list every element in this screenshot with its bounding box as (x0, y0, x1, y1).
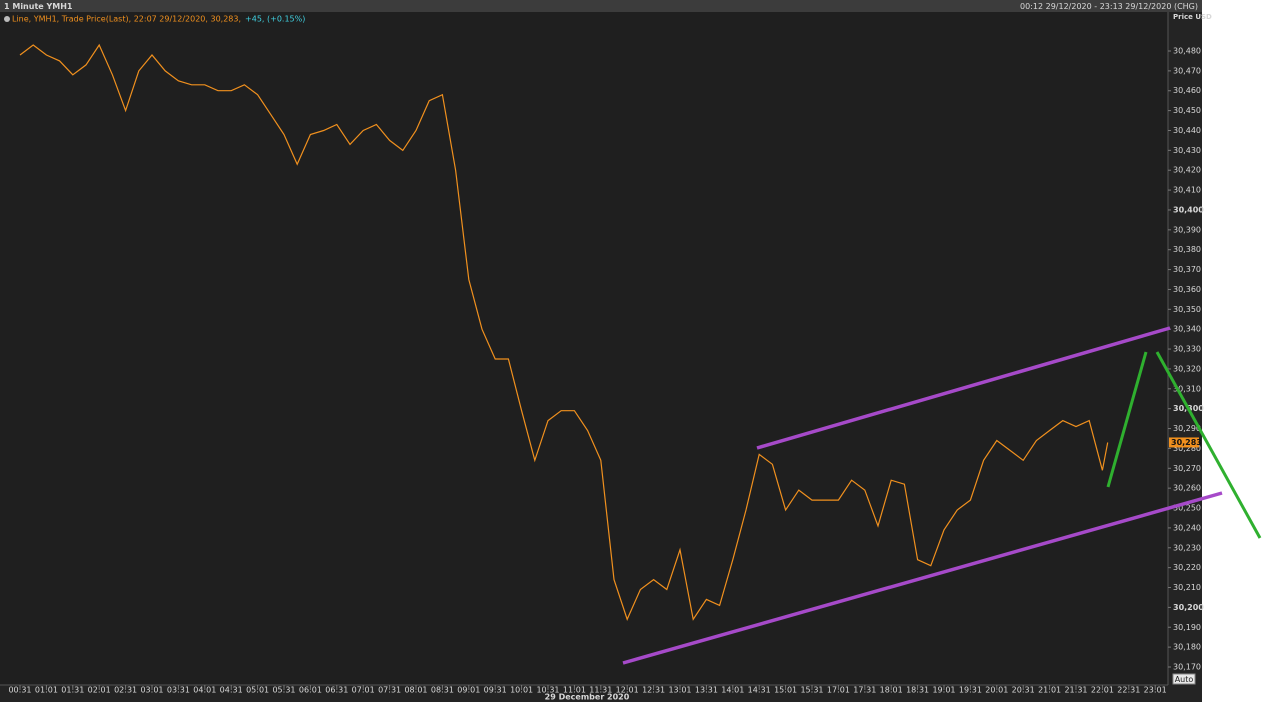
x-tick-label: 12:31 (642, 686, 665, 695)
arrow-down (1155, 351, 1262, 539)
legend-change: +45, (+0.15%) (245, 15, 305, 24)
x-tick-label: 15:01 (774, 686, 797, 695)
x-tick-label: 06:01 (299, 686, 322, 695)
y-tick-label: 30,310 (1173, 384, 1201, 393)
x-tick-label: 05:01 (246, 686, 269, 695)
y-tick-label: 30,190 (1173, 623, 1201, 632)
y-tick-label: 30,390 (1173, 225, 1201, 234)
x-tick-label: 09:31 (484, 686, 507, 695)
x-tick-label: 09:01 (457, 686, 480, 695)
title-bar (0, 0, 1202, 12)
y-tick-label: 30,260 (1173, 484, 1201, 493)
x-tick-label: 22:31 (1117, 686, 1140, 695)
price-line (19, 43, 1109, 621)
x-tick-label: 18:01 (880, 686, 903, 695)
y-tick-label: 30,400 (1173, 205, 1204, 214)
x-tick-label: 21:01 (1038, 686, 1061, 695)
window-title: 1 Minute YMH1 (4, 2, 73, 11)
y-tick-label: 30,270 (1173, 464, 1201, 473)
y-tick-label: 30,320 (1173, 364, 1201, 373)
date-label: 29 December 2020 (545, 693, 630, 702)
x-tick-label: 15:31 (800, 686, 823, 695)
y-tick-label: 30,380 (1173, 245, 1201, 254)
x-tick-label: 17:31 (853, 686, 876, 695)
x-tick-label: 11:01 (563, 686, 586, 695)
x-tick-label: 00:31 (8, 686, 31, 695)
y-tick-label: 30,450 (1173, 106, 1201, 115)
x-tick-label: 01:31 (61, 686, 84, 695)
legend-entry: Line, YMH1, Trade Price(Last), 22:07 29/… (12, 15, 241, 24)
y-tick-label: 30,350 (1173, 305, 1201, 314)
x-tick-label: 22:01 (1091, 686, 1114, 695)
y-tick-label: 30,360 (1173, 285, 1201, 294)
x-tick-label: 20:01 (985, 686, 1008, 695)
x-tick-label: 10:31 (536, 686, 559, 695)
x-tick-label: 08:01 (404, 686, 427, 695)
last-price-tag (1169, 437, 1199, 448)
x-tick-label: 02:31 (114, 686, 137, 695)
y-tick-label: 30,440 (1173, 126, 1201, 135)
x-tick-label: 11:31 (589, 686, 612, 695)
y-tick-label: 30,180 (1173, 643, 1201, 652)
y-tick-label: 30,220 (1173, 563, 1201, 572)
x-tick-label: 14:01 (721, 686, 744, 695)
x-tick-label: 20:31 (1012, 686, 1035, 695)
x-tick-label: 01:01 (35, 686, 58, 695)
y-tick-label: 30,480 (1173, 47, 1201, 56)
channel-upper (756, 326, 1171, 450)
x-tick-label: 02:01 (88, 686, 111, 695)
y-tick-label: 30,200 (1173, 603, 1204, 612)
y-tick-label: 30,250 (1173, 504, 1201, 513)
legend-icon (4, 16, 10, 22)
y-tick-label: 30,280 (1173, 444, 1201, 453)
channel-lower (622, 491, 1223, 665)
x-tick-label: 13:01 (668, 686, 691, 695)
last-price-label: 30,283 (1171, 438, 1202, 447)
x-tick-label: 04:31 (220, 686, 243, 695)
y-tick-label: 30,370 (1173, 265, 1201, 274)
arrow-up (1106, 351, 1148, 488)
x-tick-label: 03:31 (167, 686, 190, 695)
y-tick-label: 30,170 (1173, 663, 1201, 672)
annotations (622, 326, 1262, 665)
x-tick-label: 18:31 (906, 686, 929, 695)
y-tick-label: 30,230 (1173, 543, 1201, 552)
y-tick-label: 30,430 (1173, 146, 1201, 155)
y-tick-label: 30,330 (1173, 345, 1201, 354)
x-tick-label: 05:31 (272, 686, 295, 695)
y-tick-label: 30,210 (1173, 583, 1201, 592)
x-tick-label: 21:31 (1064, 686, 1087, 695)
x-tick-label: 10:01 (510, 686, 533, 695)
auto-button-label[interactable]: Auto (1175, 675, 1194, 684)
time-range: 00:12 29/12/2020 - 23:13 29/12/2020 (CHG… (1020, 2, 1198, 11)
x-tick-label: 07:31 (378, 686, 401, 695)
x-tick-label: 04:01 (193, 686, 216, 695)
y-tick-label: 30,420 (1173, 166, 1201, 175)
y-tick-label: 30,470 (1173, 66, 1201, 75)
x-tick-label: 06:31 (325, 686, 348, 695)
x-tick-label: 19:31 (959, 686, 982, 695)
x-tick-label: 14:31 (748, 686, 771, 695)
x-tick-label: 13:31 (695, 686, 718, 695)
x-tick-label: 03:01 (140, 686, 163, 695)
x-tick-label: 19:01 (932, 686, 955, 695)
x-tick-label: 17:01 (827, 686, 850, 695)
y-tick-label: 30,460 (1173, 86, 1201, 95)
x-tick-label: 08:31 (431, 686, 454, 695)
y-tick-label: 30,290 (1173, 424, 1201, 433)
y-tick-label: 30,410 (1173, 186, 1201, 195)
x-tick-label: 23:01 (1144, 686, 1167, 695)
y-axis-title: Price USD (1173, 13, 1212, 21)
auto-button[interactable] (1172, 673, 1196, 685)
x-tick-label: 07:01 (352, 686, 375, 695)
y-tick-label: 30,240 (1173, 523, 1201, 532)
y-tick-label: 30,340 (1173, 325, 1201, 334)
plot-area (0, 12, 1168, 685)
x-tick-label: 12:01 (616, 686, 639, 695)
